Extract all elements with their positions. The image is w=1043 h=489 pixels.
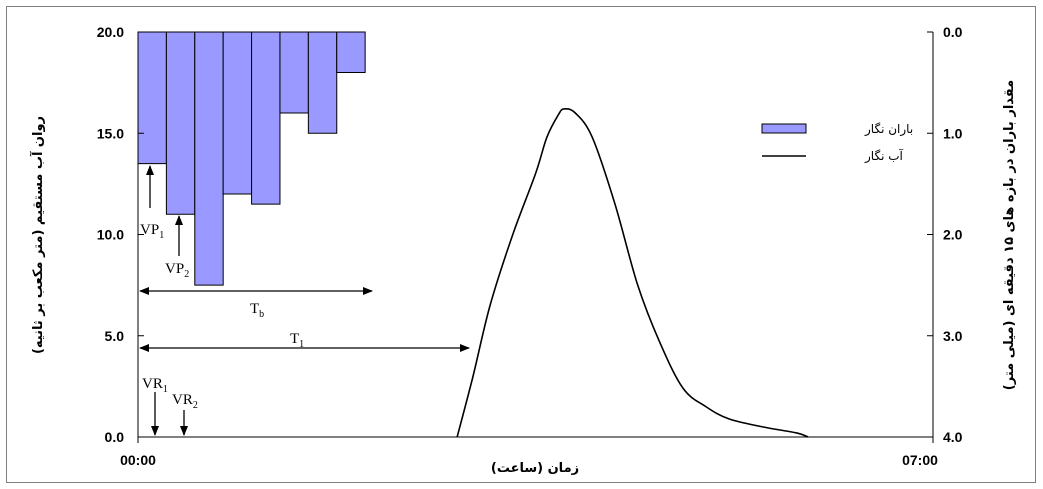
left-tick-label-1: 5.0 xyxy=(105,328,125,344)
rain-bar-7 xyxy=(307,31,338,134)
x-axis-title: زمان (ساعت) xyxy=(491,461,579,476)
vr2-label: VR2 xyxy=(172,392,198,411)
rainfall-bars xyxy=(137,31,366,286)
right-axis-title: مقدار باران در بازه های ۱۵ دقیقه ای (میل… xyxy=(1002,80,1017,390)
t1-label: T1 xyxy=(290,331,304,350)
tb-label: Tb xyxy=(250,301,264,320)
rain-bar-4 xyxy=(222,31,253,195)
hydrograph-line xyxy=(456,107,809,438)
legend-label-runoff: آب نگار xyxy=(864,148,904,164)
right-tick-label-4: 4.0 xyxy=(943,429,963,445)
x-tick-label-end: 07:00 xyxy=(902,452,938,468)
right-tick-label-2: 2.0 xyxy=(943,227,963,243)
rain-bar-6 xyxy=(279,31,309,114)
left-tick-label-4: 20.0 xyxy=(97,24,124,40)
right-axis-ticks: 0.0 1.0 2.0 3.0 4.0 xyxy=(927,24,963,445)
rain-bar-8 xyxy=(336,31,366,73)
right-tick-label-3: 3.0 xyxy=(943,328,963,344)
right-tick-label-1: 1.0 xyxy=(943,125,963,141)
vp1-label: VP1 xyxy=(140,222,164,241)
left-tick-label-0: 0.0 xyxy=(105,429,125,445)
left-axis-ticks: 0.0 5.0 10.0 15.0 20.0 xyxy=(97,24,144,445)
x-tick-label-start: 00:00 xyxy=(120,452,156,468)
legend-label-rain: باران نگار xyxy=(864,122,913,137)
rain-bar-3 xyxy=(194,31,224,286)
right-tick-label-0: 0.0 xyxy=(943,24,963,40)
rain-bar-5 xyxy=(251,31,281,205)
left-tick-label-3: 15.0 xyxy=(97,125,124,141)
annotation-arrows xyxy=(139,165,470,436)
legend-swatch-rain xyxy=(761,123,807,134)
rain-bar-2 xyxy=(165,31,196,215)
rain-bar-1 xyxy=(137,31,167,165)
vp2-label: VP2 xyxy=(165,261,189,280)
legend: باران نگار آب نگار xyxy=(761,122,913,164)
left-tick-label-2: 10.0 xyxy=(97,227,124,243)
vr1-label: VR1 xyxy=(142,376,168,395)
left-axis-title: روان آب مستقیم (متر مکعب بر ثانیه) xyxy=(29,116,46,354)
